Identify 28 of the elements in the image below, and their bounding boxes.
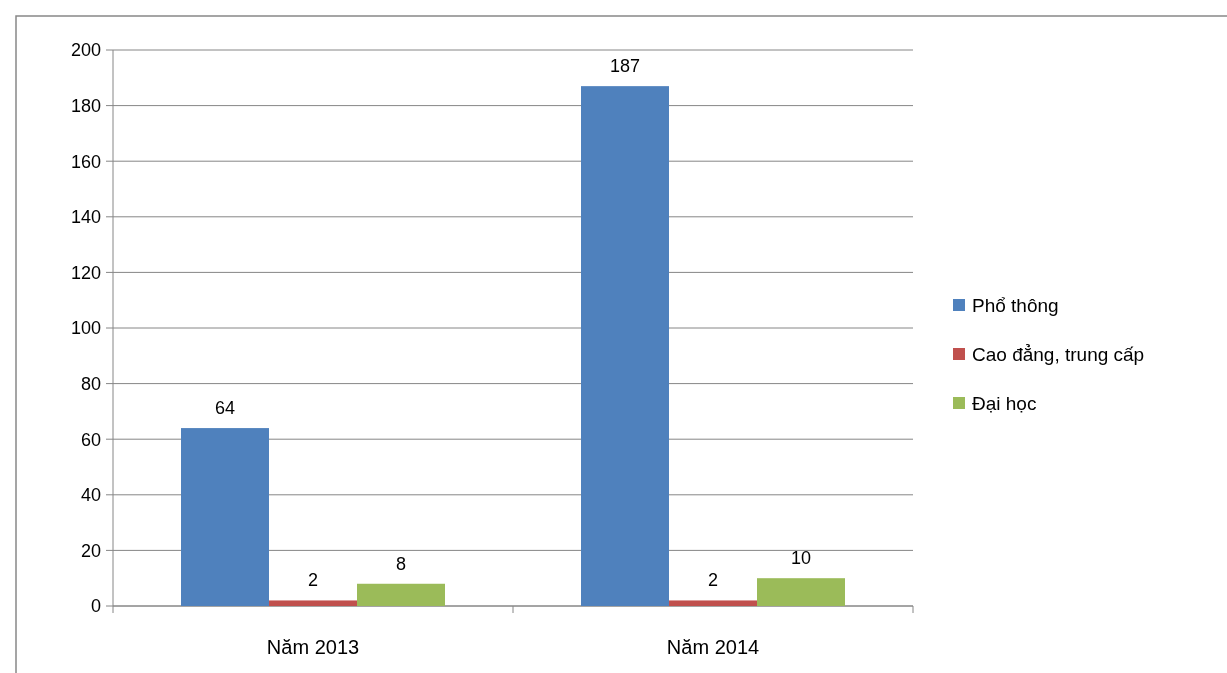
y-tick-label: 80 (80, 373, 101, 394)
data-label: 64 (214, 398, 236, 419)
bar (669, 600, 757, 606)
y-tick-label: 40 (80, 485, 101, 506)
data-label: 2 (707, 570, 719, 591)
y-tick-label: 100 (70, 318, 101, 339)
data-label: 10 (790, 548, 812, 569)
legend-label: Phổ thông (972, 294, 1059, 316)
y-tick-label: 200 (70, 40, 101, 61)
x-tick-label: Năm 2013 (266, 636, 360, 658)
y-tick-label: 0 (90, 596, 101, 617)
y-tick-label: 140 (70, 207, 101, 228)
y-tick-label: 160 (70, 151, 101, 172)
bar (757, 578, 845, 606)
y-tick-label: 20 (80, 540, 101, 561)
bar (181, 428, 269, 606)
y-tick-label: 120 (70, 262, 101, 283)
data-label: 8 (395, 553, 407, 574)
y-tick-label: 60 (80, 429, 101, 450)
data-label: 2 (307, 570, 319, 591)
legend-label: Cao đẳng, trung cấp (972, 343, 1145, 365)
y-tick-label: 180 (70, 95, 101, 116)
bar (269, 600, 357, 606)
legend-label: Đại học (972, 392, 1037, 414)
bar (357, 583, 445, 606)
data-label: 187 (609, 56, 641, 77)
bar (581, 86, 669, 606)
x-tick-label: Năm 2014 (666, 636, 760, 658)
